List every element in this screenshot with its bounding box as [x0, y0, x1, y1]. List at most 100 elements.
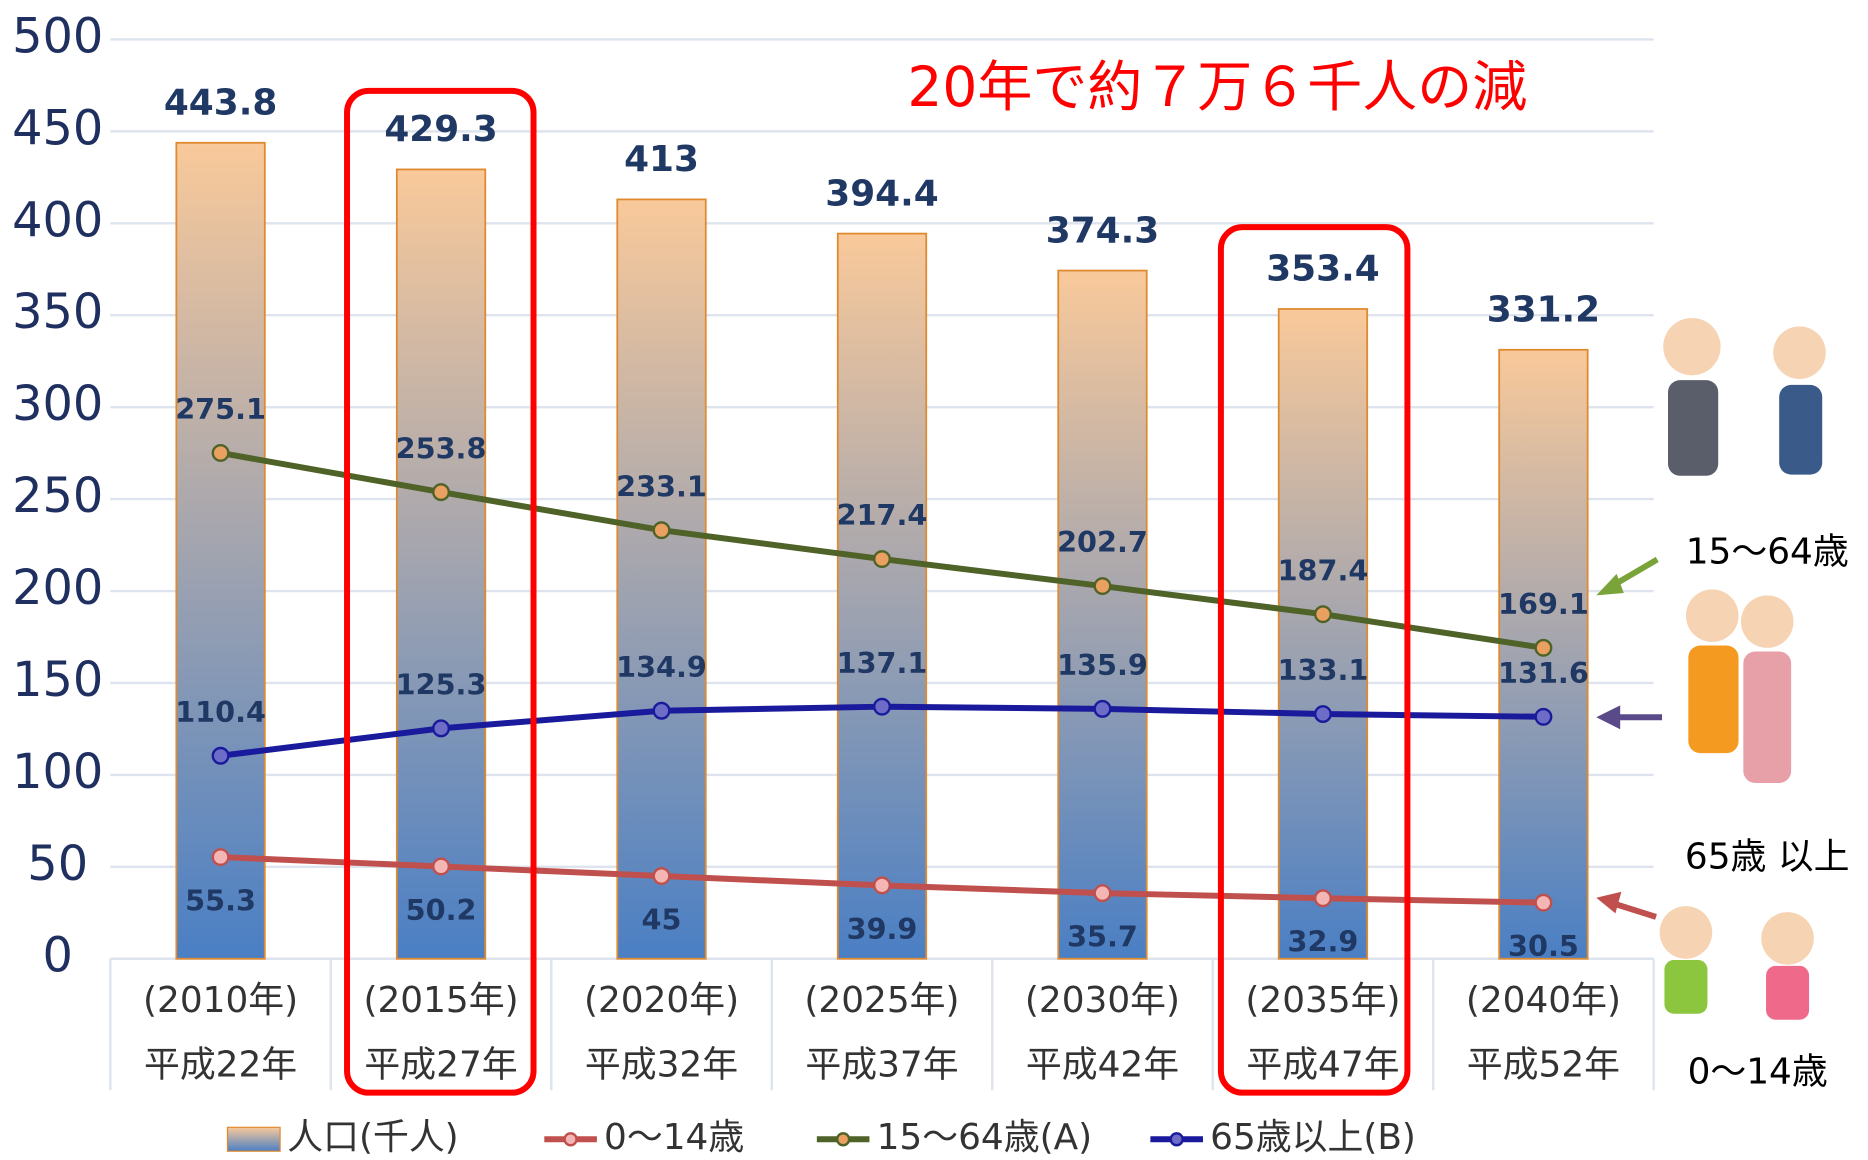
bar-value-label: 443.8: [164, 83, 277, 124]
bar-value-label: 429.3: [384, 109, 497, 150]
x-tick-label: 平成37年: [805, 1044, 958, 1085]
y-tick-label: 450: [12, 101, 103, 156]
marker: [1536, 895, 1552, 911]
y-tick-label: 0: [43, 929, 73, 984]
line-value-label: 110.4: [175, 695, 266, 729]
person: [1686, 589, 1739, 642]
x-tick-label: 平成52年: [1467, 1044, 1620, 1085]
line-value-label: 217.4: [837, 498, 928, 532]
y-tick-label: 150: [12, 653, 103, 708]
line-value-label: 187.4: [1278, 553, 1369, 587]
marker: [433, 721, 449, 737]
legend-swatch: [837, 1133, 849, 1145]
x-tick-label: 平成47年: [1246, 1044, 1399, 1085]
bar: [1279, 309, 1367, 959]
bar: [176, 143, 264, 959]
y-tick-label: 100: [12, 745, 103, 800]
line-value-label: 135.9: [1057, 648, 1148, 682]
x-tick-label: (2025年): [804, 980, 959, 1021]
bar-value-label: 353.4: [1266, 249, 1379, 290]
marker: [1315, 890, 1331, 906]
bar-value-label: 394.4: [825, 173, 938, 214]
page: 050100150200250300350400450500(2010年)平成2…: [0, 0, 1868, 1160]
legend-label: 人口(千人): [287, 1117, 458, 1156]
line-value-label: 233.1: [616, 469, 707, 503]
person: [1761, 912, 1814, 965]
y-tick-label: 200: [12, 561, 103, 616]
bar-value-label: 331.2: [1487, 290, 1600, 331]
bar: [838, 234, 926, 959]
x-tick-label: (2035年): [1245, 980, 1400, 1021]
legend-swatch: [227, 1127, 280, 1151]
line-value-label: 35.7: [1067, 920, 1138, 954]
x-tick-label: (2040年): [1466, 980, 1621, 1021]
line-value-label: 202.7: [1057, 525, 1148, 559]
legend-swatch: [1171, 1133, 1183, 1145]
line-value-label: 137.1: [837, 646, 928, 680]
marker: [654, 868, 670, 884]
marker: [433, 859, 449, 875]
bar-value-label: 413: [624, 139, 699, 180]
x-tick-label: (2020年): [584, 980, 739, 1021]
person: [1766, 966, 1809, 1020]
person: [1773, 326, 1826, 379]
line-value-label: 275.1: [175, 392, 266, 426]
line-value-label: 131.6: [1498, 656, 1589, 690]
x-tick-label: 平成22年: [144, 1044, 297, 1085]
marker: [1536, 640, 1552, 656]
line-value-label: 45: [642, 902, 682, 936]
line-value-label: 39.9: [847, 912, 918, 946]
marker: [1095, 578, 1111, 594]
line-value-label: 125.3: [396, 668, 487, 702]
person: [1664, 960, 1707, 1014]
marker: [1095, 701, 1111, 717]
person: [1668, 380, 1718, 476]
x-tick-label: 平成32年: [585, 1044, 738, 1085]
arrow-head: [1596, 892, 1621, 914]
marker: [874, 551, 890, 567]
line-value-label: 133.1: [1278, 653, 1369, 687]
person: [1660, 906, 1713, 959]
y-tick-label: 50: [27, 837, 88, 892]
person: [1779, 385, 1822, 475]
side-label: 15〜64歳: [1686, 531, 1849, 572]
person: [1688, 646, 1738, 754]
y-tick-label: 400: [12, 193, 103, 248]
marker: [213, 748, 229, 764]
annotation: 20年で約７万６千人の減: [907, 55, 1527, 119]
side-label: 65歳 以上: [1685, 836, 1850, 877]
y-tick-label: 250: [12, 469, 103, 524]
x-tick-label: 平成27年: [364, 1044, 517, 1085]
marker: [654, 522, 670, 538]
line-value-label: 32.9: [1288, 925, 1359, 959]
legend-label: 15〜64歳(A): [877, 1117, 1092, 1156]
marker: [433, 484, 449, 500]
marker: [1536, 709, 1552, 725]
illustrations: [1660, 318, 1826, 1020]
marker: [1315, 706, 1331, 722]
x-tick-label: (2010年): [143, 980, 298, 1021]
marker: [1095, 885, 1111, 901]
person: [1743, 652, 1791, 783]
bar: [397, 169, 485, 958]
arrows: [1596, 559, 1662, 916]
marker: [1315, 606, 1331, 622]
bar-value-label: 374.3: [1046, 210, 1159, 251]
person: [1663, 318, 1720, 375]
line-value-label: 169.1: [1498, 587, 1589, 621]
y-tick-label: 350: [12, 285, 103, 340]
marker: [874, 699, 890, 715]
line-value-label: 134.9: [616, 650, 707, 684]
line-value-label: 253.8: [396, 431, 487, 465]
person: [1741, 595, 1794, 648]
x-tick-label: 平成42年: [1026, 1044, 1179, 1085]
y-tick-label: 500: [12, 9, 103, 64]
marker: [874, 878, 890, 894]
arrow-head: [1596, 574, 1623, 596]
bar: [1058, 271, 1146, 959]
line-value-label: 55.3: [185, 884, 256, 918]
chart: 050100150200250300350400450500(2010年)平成2…: [0, 0, 1868, 1156]
marker: [213, 445, 229, 461]
